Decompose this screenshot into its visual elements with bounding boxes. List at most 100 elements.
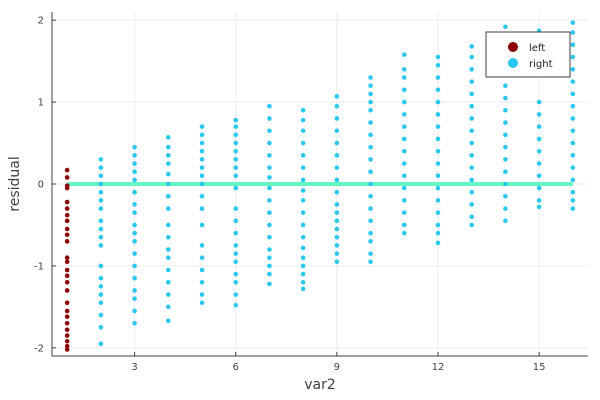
data-point bbox=[570, 128, 576, 134]
data-point bbox=[469, 128, 474, 134]
data-point bbox=[368, 230, 373, 236]
data-point bbox=[166, 255, 171, 261]
data-point bbox=[98, 181, 104, 187]
data-point bbox=[98, 300, 104, 306]
data-point bbox=[570, 177, 576, 183]
data-point bbox=[401, 124, 407, 129]
data-point bbox=[435, 161, 441, 166]
data-point bbox=[267, 140, 272, 146]
data-point bbox=[267, 198, 272, 203]
data-point bbox=[368, 239, 373, 244]
data-point bbox=[166, 318, 171, 324]
data-point bbox=[536, 112, 542, 117]
data-point bbox=[64, 320, 70, 326]
data-point bbox=[503, 144, 508, 150]
data-point bbox=[233, 292, 239, 297]
data-point bbox=[98, 312, 104, 318]
data-point bbox=[469, 177, 474, 183]
data-point bbox=[334, 177, 340, 183]
data-point bbox=[233, 279, 239, 285]
data-point bbox=[132, 263, 137, 269]
data-point bbox=[98, 218, 104, 224]
data-point bbox=[132, 144, 137, 150]
data-point bbox=[570, 54, 576, 60]
data-point bbox=[570, 198, 576, 203]
data-point bbox=[199, 267, 205, 273]
data-point bbox=[503, 83, 508, 89]
data-point bbox=[300, 286, 306, 292]
data-point bbox=[132, 288, 137, 293]
legend-box bbox=[485, 31, 571, 78]
data-point bbox=[300, 177, 306, 183]
data-point bbox=[64, 279, 70, 285]
data-point bbox=[233, 251, 239, 256]
data-point bbox=[503, 120, 508, 125]
data-point bbox=[166, 292, 171, 297]
data-point bbox=[199, 165, 205, 170]
data-point bbox=[199, 132, 205, 138]
data-point bbox=[166, 206, 171, 211]
data-point bbox=[267, 175, 272, 180]
data-point bbox=[368, 144, 373, 150]
data-point bbox=[469, 116, 474, 121]
data-point bbox=[401, 148, 407, 154]
data-point bbox=[64, 327, 70, 333]
data-point bbox=[334, 116, 340, 121]
data-point bbox=[503, 206, 508, 211]
data-point bbox=[132, 296, 137, 301]
data-point bbox=[267, 165, 272, 170]
data-point bbox=[267, 247, 272, 252]
legend-label: right bbox=[529, 59, 553, 70]
data-point bbox=[233, 165, 239, 170]
data-point bbox=[98, 234, 104, 240]
data-point bbox=[166, 161, 171, 166]
data-point bbox=[267, 234, 272, 240]
data-point bbox=[132, 222, 137, 228]
data-point bbox=[435, 210, 441, 215]
y-axis-title: residual bbox=[7, 156, 23, 211]
data-point bbox=[570, 206, 576, 211]
data-point bbox=[64, 255, 70, 261]
data-point bbox=[401, 87, 407, 93]
data-point bbox=[435, 185, 441, 191]
data-point bbox=[570, 42, 576, 48]
data-point bbox=[64, 232, 70, 238]
data-point bbox=[64, 226, 70, 232]
data-point bbox=[166, 279, 171, 285]
data-point bbox=[469, 91, 474, 97]
data-point bbox=[435, 240, 441, 246]
data-point bbox=[233, 157, 239, 162]
data-point bbox=[64, 259, 70, 265]
data-point bbox=[469, 103, 474, 109]
data-point bbox=[267, 222, 272, 228]
data-point bbox=[267, 116, 272, 121]
data-point bbox=[469, 202, 474, 207]
data-point bbox=[503, 107, 508, 113]
data-point bbox=[435, 54, 441, 60]
data-point bbox=[199, 193, 205, 199]
data-point bbox=[98, 165, 104, 170]
data-point bbox=[469, 54, 474, 60]
data-point bbox=[435, 124, 441, 129]
data-point bbox=[469, 79, 474, 84]
data-point bbox=[469, 140, 474, 146]
data-point bbox=[570, 67, 576, 72]
data-point bbox=[536, 148, 542, 154]
data-point bbox=[401, 52, 407, 57]
data-point bbox=[98, 198, 104, 203]
legend-marker bbox=[508, 58, 518, 68]
data-point bbox=[300, 153, 306, 158]
data-point bbox=[64, 199, 70, 205]
data-point bbox=[536, 185, 542, 191]
data-point bbox=[233, 259, 239, 265]
data-point bbox=[267, 271, 272, 277]
data-point bbox=[233, 148, 239, 154]
data-point bbox=[469, 222, 474, 228]
data-point bbox=[98, 292, 104, 297]
data-point bbox=[166, 267, 171, 273]
data-point bbox=[300, 222, 306, 228]
data-point bbox=[166, 304, 171, 310]
data-point bbox=[469, 189, 474, 195]
data-point bbox=[166, 135, 171, 140]
data-point bbox=[334, 94, 340, 99]
